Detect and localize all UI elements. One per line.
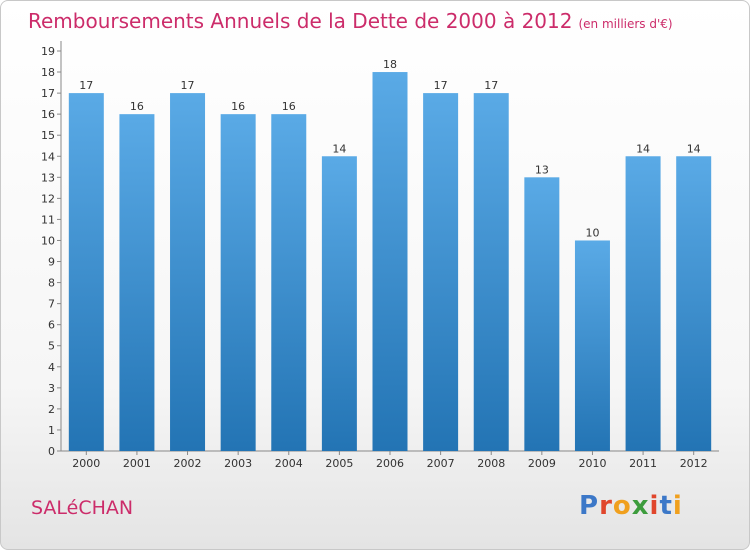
logo-letter: o <box>612 491 632 521</box>
bar-2008 <box>473 93 509 452</box>
bar-2000 <box>68 93 104 452</box>
x-tick-label: 2005 <box>325 457 353 470</box>
bar-2001 <box>119 114 155 451</box>
y-tick-label: 8 <box>48 277 55 290</box>
y-tick-label: 12 <box>41 192 55 205</box>
data-label-2010: 10 <box>585 226 599 239</box>
data-label-2012: 14 <box>687 142 701 155</box>
y-tick-label: 16 <box>41 108 55 121</box>
chart-data-labels: 17 16 17 16 16 14 18 17 17 13 10 14 14 <box>79 58 700 239</box>
bar-2007 <box>423 93 459 452</box>
y-tick-label: 5 <box>48 340 55 353</box>
y-tick-label: 11 <box>41 213 55 226</box>
data-label-2008: 17 <box>484 79 498 92</box>
data-label-2003: 16 <box>231 100 245 113</box>
data-label-2011: 14 <box>636 142 650 155</box>
y-tick-label: 0 <box>48 445 55 458</box>
y-tick-label: 3 <box>48 382 55 395</box>
chart-bars <box>68 72 712 452</box>
commune-name: SALéCHAN <box>31 497 134 519</box>
bar-2009 <box>524 177 560 451</box>
logo-letter: r <box>599 491 613 521</box>
x-tick-label: 2006 <box>376 457 404 470</box>
y-tick-label: 14 <box>41 150 55 163</box>
bar-2010 <box>574 240 610 451</box>
y-tick-label: 6 <box>48 319 55 332</box>
bar-2002 <box>170 93 206 452</box>
y-tick-label: 9 <box>48 256 55 269</box>
data-label-2000: 17 <box>79 79 93 92</box>
y-tick-label: 18 <box>41 66 55 79</box>
y-tick-label: 1 <box>48 424 55 437</box>
data-label-2009: 13 <box>535 163 549 176</box>
bar-2006 <box>372 72 408 451</box>
logo-letter: P <box>579 491 600 521</box>
x-tick-label: 2009 <box>528 457 556 470</box>
y-tick-label: 2 <box>48 403 55 416</box>
x-tick-label: 2000 <box>72 457 100 470</box>
bar-2004 <box>271 114 307 451</box>
y-tick-label: 19 <box>41 45 55 58</box>
data-label-2002: 17 <box>181 79 195 92</box>
bar-2011 <box>625 156 661 451</box>
y-tick-label: 4 <box>48 361 55 374</box>
data-label-2006: 18 <box>383 58 397 71</box>
x-tick-label: 2010 <box>578 457 606 470</box>
x-tick-label: 2001 <box>123 457 151 470</box>
chart-title: Remboursements Annuels de la Dette de 20… <box>28 9 673 33</box>
x-tick-label: 2003 <box>224 457 252 470</box>
y-tick-label: 13 <box>41 171 55 184</box>
data-label-2007: 17 <box>434 79 448 92</box>
chart-title-text: Remboursements Annuels de la Dette de 20… <box>28 9 573 33</box>
x-tick-label: 2007 <box>427 457 455 470</box>
y-tick-label: 10 <box>41 234 55 247</box>
bar-2012 <box>676 156 712 451</box>
unit-label: (en milliers d'€) <box>578 17 673 31</box>
x-tick-label: 2011 <box>629 457 657 470</box>
x-tick-label: 2012 <box>680 457 708 470</box>
logo-letter: i <box>672 491 683 521</box>
x-tick-label: 2008 <box>477 457 505 470</box>
bar-2003 <box>220 114 256 451</box>
y-tick-label: 15 <box>41 129 55 142</box>
proxiti-logo: Proxiti <box>579 491 683 521</box>
y-tick-label: 7 <box>48 298 55 311</box>
y-tick-label: 17 <box>41 87 55 100</box>
data-label-2004: 16 <box>282 100 296 113</box>
bar-2005 <box>321 156 357 451</box>
logo-letter: i <box>649 491 660 521</box>
x-tick-label: 2004 <box>275 457 303 470</box>
logo-letter: t <box>659 491 673 521</box>
x-tick-label: 2002 <box>174 457 202 470</box>
data-label-2005: 14 <box>332 142 346 155</box>
data-label-2001: 16 <box>130 100 144 113</box>
logo-letter: x <box>631 491 650 521</box>
